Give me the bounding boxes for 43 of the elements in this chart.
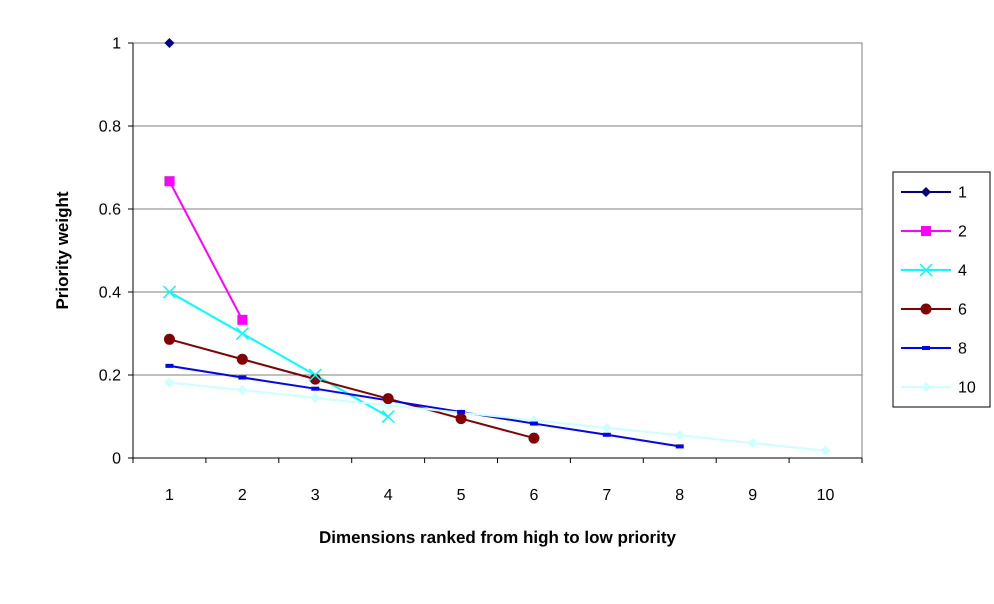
point <box>164 334 175 345</box>
point <box>748 438 758 448</box>
point <box>674 430 685 440</box>
y-tick-label: 0.2 <box>98 368 122 385</box>
point <box>164 38 174 48</box>
point <box>528 432 540 444</box>
x-tick-label: 8 <box>675 487 684 504</box>
y-tick-label: 0.8 <box>98 118 122 136</box>
x-tick-label: 9 <box>748 487 758 504</box>
legend-label: 10 <box>958 380 976 397</box>
x-tick-label: 1 <box>164 487 174 504</box>
point <box>164 176 174 186</box>
point <box>381 410 395 424</box>
point <box>602 422 612 433</box>
point <box>310 392 320 403</box>
y-axis-title: Priority weight <box>53 191 72 310</box>
y-tick-label: 0.4 <box>98 284 122 302</box>
legend-label: 4 <box>958 262 967 280</box>
x-tick-label: 2 <box>238 487 247 504</box>
point <box>236 326 250 340</box>
y-tick-label: 0 <box>112 450 122 468</box>
x-tick-label: 7 <box>602 487 612 504</box>
point <box>382 393 394 404</box>
legend-label: 6 <box>958 302 967 319</box>
point <box>308 368 322 382</box>
y-tick-label: 0.6 <box>98 202 122 219</box>
point <box>456 413 467 424</box>
y-tick-label: 1 <box>112 36 122 53</box>
x-tick-label: 3 <box>310 487 320 504</box>
x-tick-label: 6 <box>529 487 538 504</box>
x-tick-label: 5 <box>456 487 466 504</box>
x-tick-label: 4 <box>384 487 393 504</box>
point <box>164 377 174 388</box>
point <box>236 354 248 365</box>
legend-label: 8 <box>958 340 967 358</box>
point <box>820 446 831 456</box>
point <box>237 314 248 325</box>
point <box>162 285 176 299</box>
legend-label: 2 <box>958 224 967 241</box>
legend-label: 1 <box>958 184 967 202</box>
x-tick-label: 10 <box>816 487 835 504</box>
x-axis-title: Dimensions ranked from high to low priority <box>318 528 677 547</box>
point <box>237 384 248 395</box>
